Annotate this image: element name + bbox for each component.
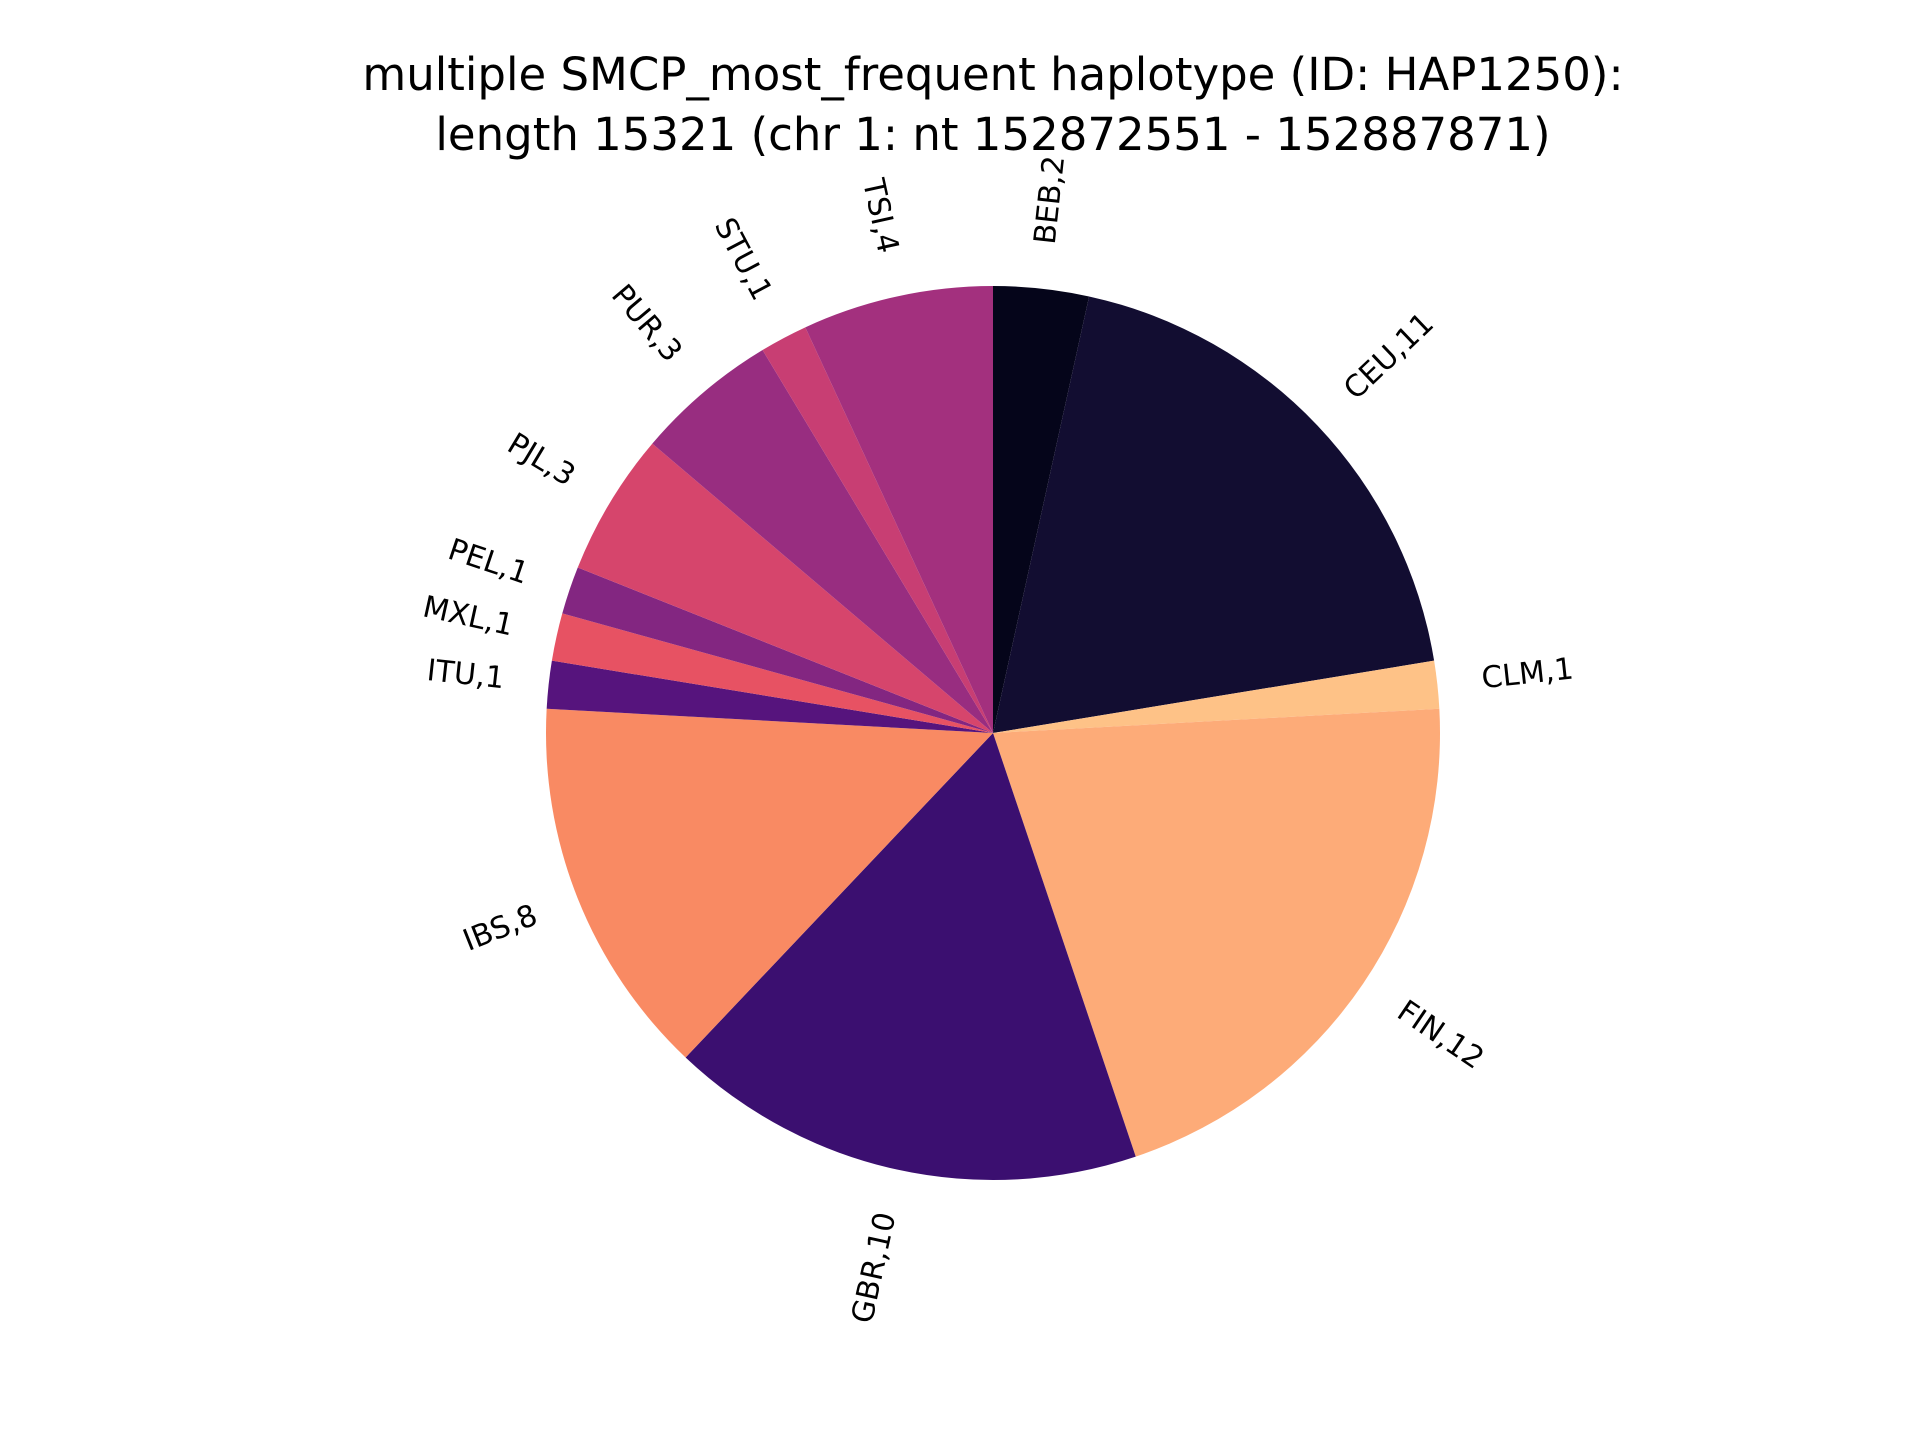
slice-label-gbr: GBR,10 [845, 1209, 903, 1326]
pie-slice-pel [562, 567, 993, 733]
pie-slice-beb [993, 286, 1090, 733]
pie-slices [546, 286, 1440, 1181]
slice-label-clm: CLM,1 [1480, 651, 1575, 696]
pie-slice-pur [652, 349, 993, 733]
slice-label-pel: PEL,1 [444, 532, 533, 591]
slice-label-ceu: CEU,11 [1337, 306, 1441, 407]
pie-slice-gbr [685, 733, 1136, 1181]
slice-label-pjl: PJL,3 [501, 426, 581, 493]
slice-label-fin: FIN,12 [1391, 994, 1490, 1077]
chart-subtitle: length 15321 (chr 1: nt 152872551 - 1528… [435, 108, 1550, 161]
pie-slice-ibs [546, 708, 993, 1058]
pie-slice-tsi [805, 286, 993, 733]
slice-label-beb: BEB,2 [1028, 154, 1072, 246]
slice-label-tsi: TSI,4 [855, 175, 905, 257]
pie-slice-mxl [551, 613, 993, 733]
slice-label-mxl: MXL,1 [420, 590, 517, 644]
pie-slice-pjl [577, 443, 993, 733]
slice-label-pur: PUR,3 [604, 278, 689, 369]
slice-label-stu: STU,1 [707, 212, 779, 306]
pie-slice-stu [762, 327, 993, 733]
pie-slice-clm [993, 660, 1440, 733]
slice-label-ibs: IBS,8 [458, 898, 542, 959]
pie-slice-itu [546, 660, 993, 733]
slice-label-itu: ITU,1 [425, 653, 506, 696]
pie-slice-ceu [993, 296, 1435, 733]
chart-title: multiple SMCP_most_frequent haplotype (I… [362, 48, 1623, 101]
pie-slice-fin [993, 708, 1440, 1157]
